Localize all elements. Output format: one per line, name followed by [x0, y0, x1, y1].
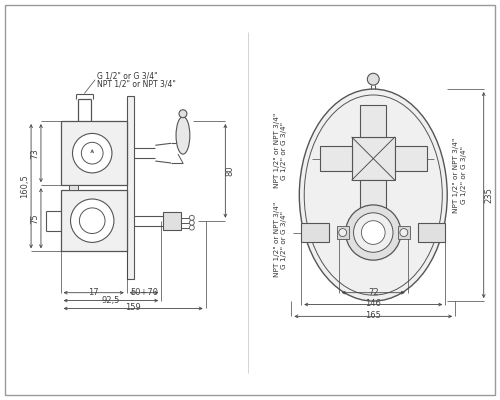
Text: G 1/2" or G 3/4": G 1/2" or G 3/4"	[280, 122, 286, 180]
Bar	[398, 226, 410, 240]
Text: NPT 1/2" or NPT 3/4": NPT 1/2" or NPT 3/4"	[97, 79, 176, 88]
Ellipse shape	[176, 117, 190, 154]
Text: NPT 1/2" or NPT 3/4": NPT 1/2" or NPT 3/4"	[274, 113, 280, 188]
Circle shape	[70, 199, 114, 242]
Text: G 1/2" or G 3/4": G 1/2" or G 3/4"	[280, 210, 286, 268]
Bar	[418, 223, 446, 242]
Circle shape	[190, 215, 194, 220]
Bar	[337, 226, 348, 240]
Text: G 1/2" or G 3/4": G 1/2" or G 3/4"	[97, 71, 158, 80]
Text: 17: 17	[88, 288, 99, 297]
Text: 50+70: 50+70	[130, 288, 158, 297]
Bar	[68, 185, 78, 190]
Bar	[360, 105, 386, 137]
Text: G 1/2" or G 3/4": G 1/2" or G 3/4"	[461, 146, 467, 204]
Circle shape	[82, 142, 103, 164]
Circle shape	[72, 134, 112, 173]
Text: 73: 73	[30, 148, 40, 158]
Circle shape	[339, 228, 346, 236]
Bar	[60, 190, 126, 251]
Circle shape	[190, 220, 194, 225]
Text: 165: 165	[366, 311, 381, 320]
Circle shape	[354, 213, 393, 252]
Text: 235: 235	[484, 187, 493, 203]
Text: 159: 159	[126, 304, 141, 312]
Circle shape	[80, 208, 105, 234]
Bar	[352, 137, 395, 180]
Circle shape	[346, 205, 401, 260]
Bar	[302, 223, 329, 242]
Text: NPT 1/2" or NPT 3/4": NPT 1/2" or NPT 3/4"	[453, 138, 459, 213]
Circle shape	[190, 225, 194, 230]
Bar	[163, 212, 181, 230]
Text: NPT 1/2" or NPT 3/4": NPT 1/2" or NPT 3/4"	[274, 202, 280, 277]
Text: 146: 146	[366, 300, 381, 308]
Text: 75: 75	[30, 213, 40, 224]
Circle shape	[368, 73, 379, 85]
Bar	[60, 121, 126, 185]
Bar	[126, 96, 134, 279]
Text: 72: 72	[368, 288, 378, 297]
Bar	[360, 180, 386, 212]
Circle shape	[179, 110, 187, 118]
Text: 92,5: 92,5	[102, 296, 120, 304]
Circle shape	[362, 221, 385, 244]
Bar	[320, 146, 352, 172]
Bar	[395, 146, 426, 172]
Text: 80: 80	[226, 166, 235, 176]
Circle shape	[400, 228, 408, 236]
Text: 160,5: 160,5	[20, 174, 28, 198]
Ellipse shape	[300, 89, 447, 301]
